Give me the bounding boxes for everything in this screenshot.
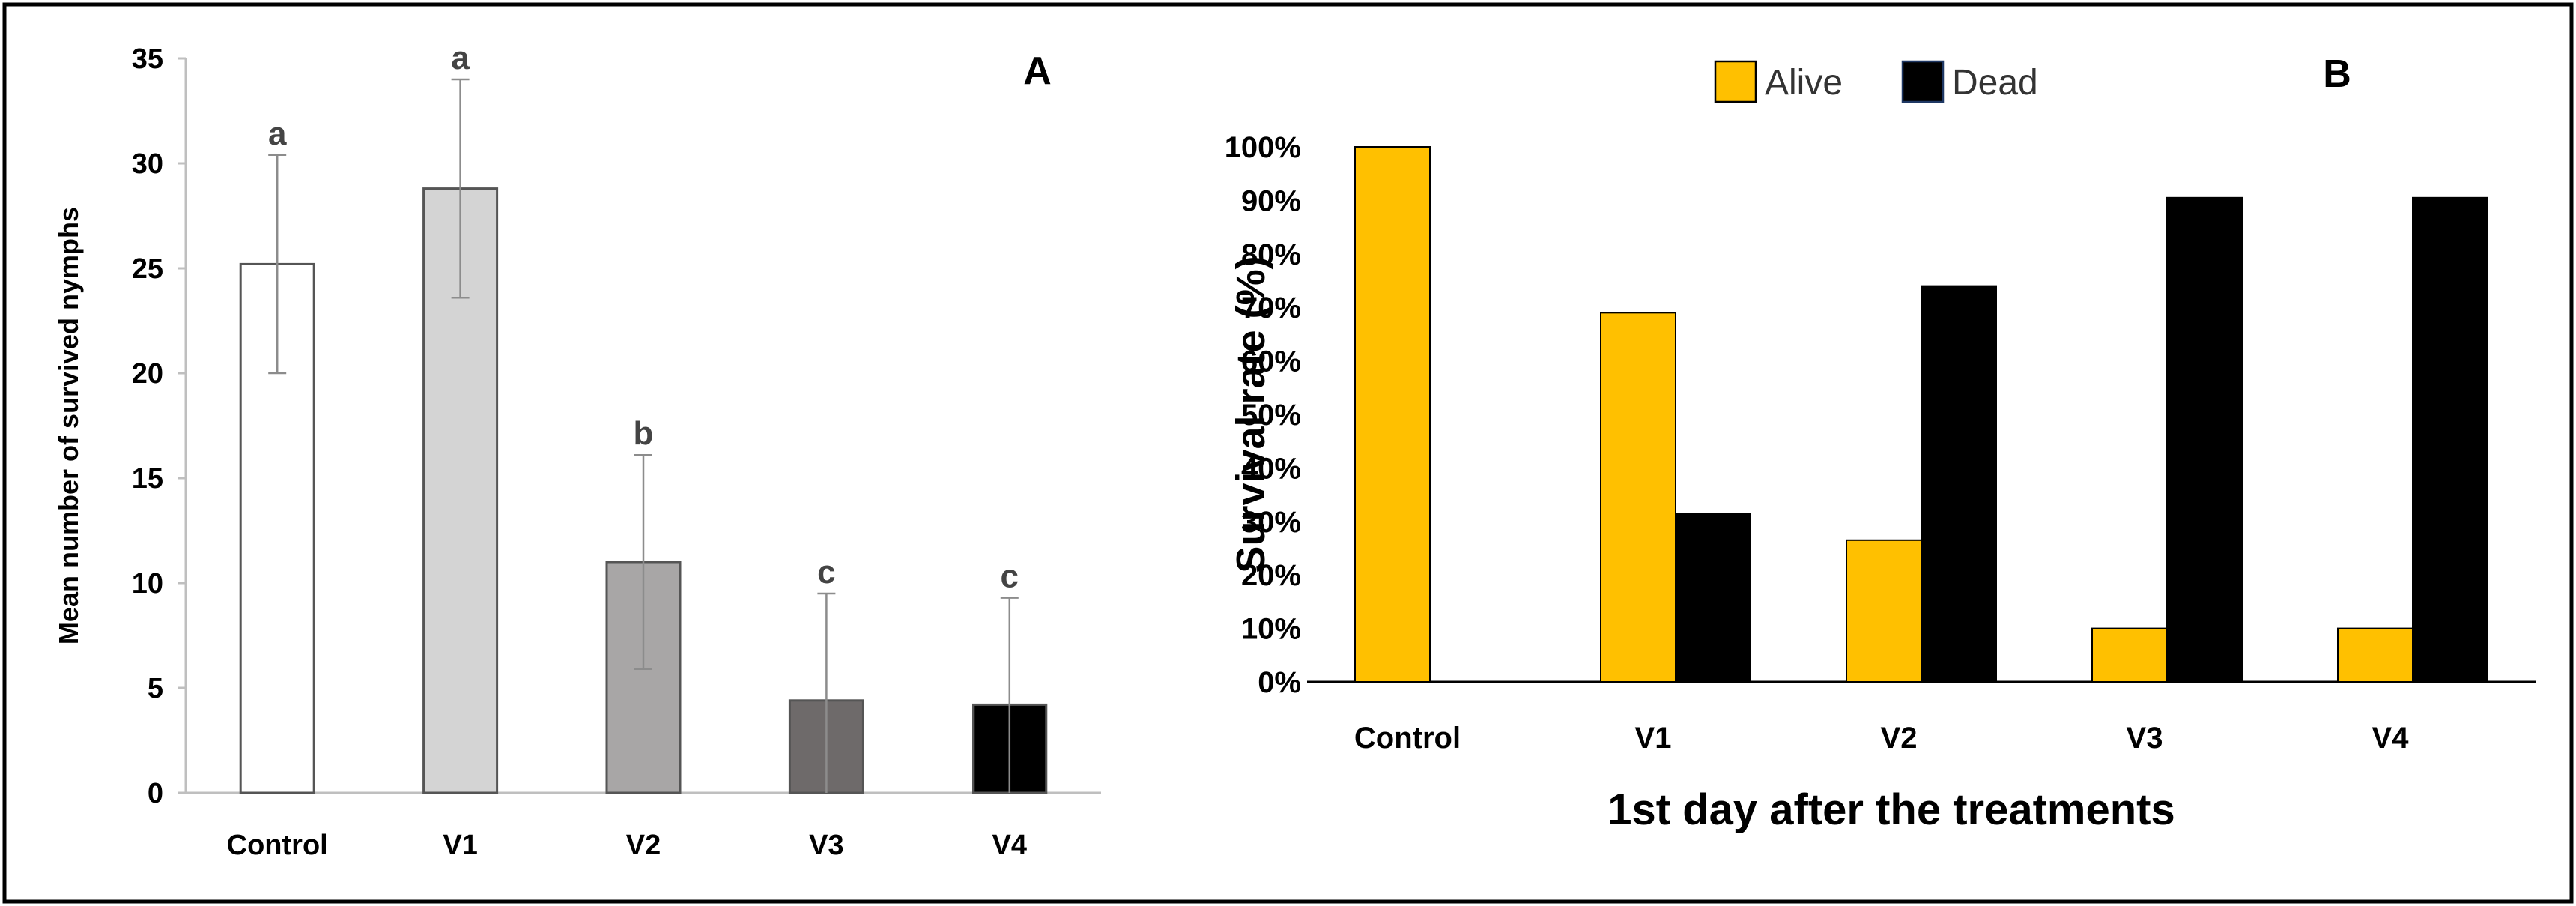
legend-label-alive: Alive	[1765, 63, 1843, 103]
legend-swatch-dead	[1901, 60, 1945, 103]
panel-label-a: A	[1023, 49, 1052, 93]
y-tick-label: 25	[132, 253, 163, 285]
significance-letter: a	[451, 40, 470, 76]
bar-alive-v4	[2337, 627, 2413, 683]
y-tick-label: 20%	[1241, 559, 1301, 592]
bar-alive-v3	[2091, 627, 2168, 683]
panel-label-b: B	[2323, 52, 2351, 96]
y-tick-label: 100%	[1225, 131, 1301, 164]
x-tick-label: V4	[992, 830, 1027, 861]
y-tick-label: 20	[132, 358, 163, 390]
panel-a: 0 5 10 15 20 25 30 35 Mean number of survived ny…	[53, 40, 1101, 861]
y-tick-label: 0	[148, 778, 163, 809]
y-tick-label: 5	[148, 673, 163, 704]
y-tick-label: 90%	[1241, 184, 1301, 217]
legend-label-dead: Dead	[1952, 63, 2038, 103]
significance-letter: a	[268, 115, 287, 152]
y-tick-label: 30	[132, 148, 163, 180]
x-tick-label: V3	[809, 830, 843, 861]
y-tick-label: 30%	[1241, 506, 1301, 539]
x-tick-label: Control	[227, 830, 328, 861]
panel-b: 0% 10% 20% 30% 40% 50% 60% 70% 80% 90% 100% Surviva…	[1225, 52, 2536, 834]
bar-alive-control	[1354, 146, 1431, 683]
x-tick-label: V3	[2127, 722, 2163, 755]
bar-dead-v4	[2412, 196, 2488, 683]
y-tick-label: 40%	[1241, 452, 1301, 485]
bar-alive-v2	[1846, 539, 1922, 683]
y-tick-label: 10	[132, 568, 163, 600]
y-tick-label: 10%	[1241, 613, 1301, 646]
y-tick-label: 0%	[1258, 666, 1301, 699]
x-tick-label: Control	[1354, 722, 1461, 755]
x-tick-label: V1	[1635, 722, 1672, 755]
x-tick-label: V4	[2372, 722, 2410, 755]
significance-letter: c	[1001, 558, 1019, 595]
x-tick-label: V2	[626, 830, 661, 861]
y-tick-label: 60%	[1241, 345, 1301, 378]
x-tick-label: V2	[1881, 722, 1918, 755]
x-tick-label: V1	[443, 830, 477, 861]
y-axis-title: Survival rate (%)	[1228, 256, 1273, 573]
bar-alive-v1	[1600, 312, 1676, 683]
bar-dead-v3	[2166, 196, 2243, 683]
y-tick-label: 35	[132, 43, 163, 75]
y-tick-label: 15	[132, 463, 163, 495]
y-tick-label: 70%	[1241, 292, 1301, 324]
bar-dead-v1	[1675, 513, 1751, 683]
y-tick-label: 50%	[1241, 399, 1301, 432]
significance-letter: b	[634, 415, 654, 452]
bar-dead-v2	[1921, 285, 1997, 683]
significance-letter: c	[817, 554, 835, 591]
y-axis-title: Mean number of survived nymphs	[53, 207, 84, 644]
y-tick-label: 80%	[1241, 238, 1301, 271]
x-axis-title: 1st day after the treatments	[1607, 785, 2175, 834]
legend-swatch-alive	[1714, 60, 1757, 103]
